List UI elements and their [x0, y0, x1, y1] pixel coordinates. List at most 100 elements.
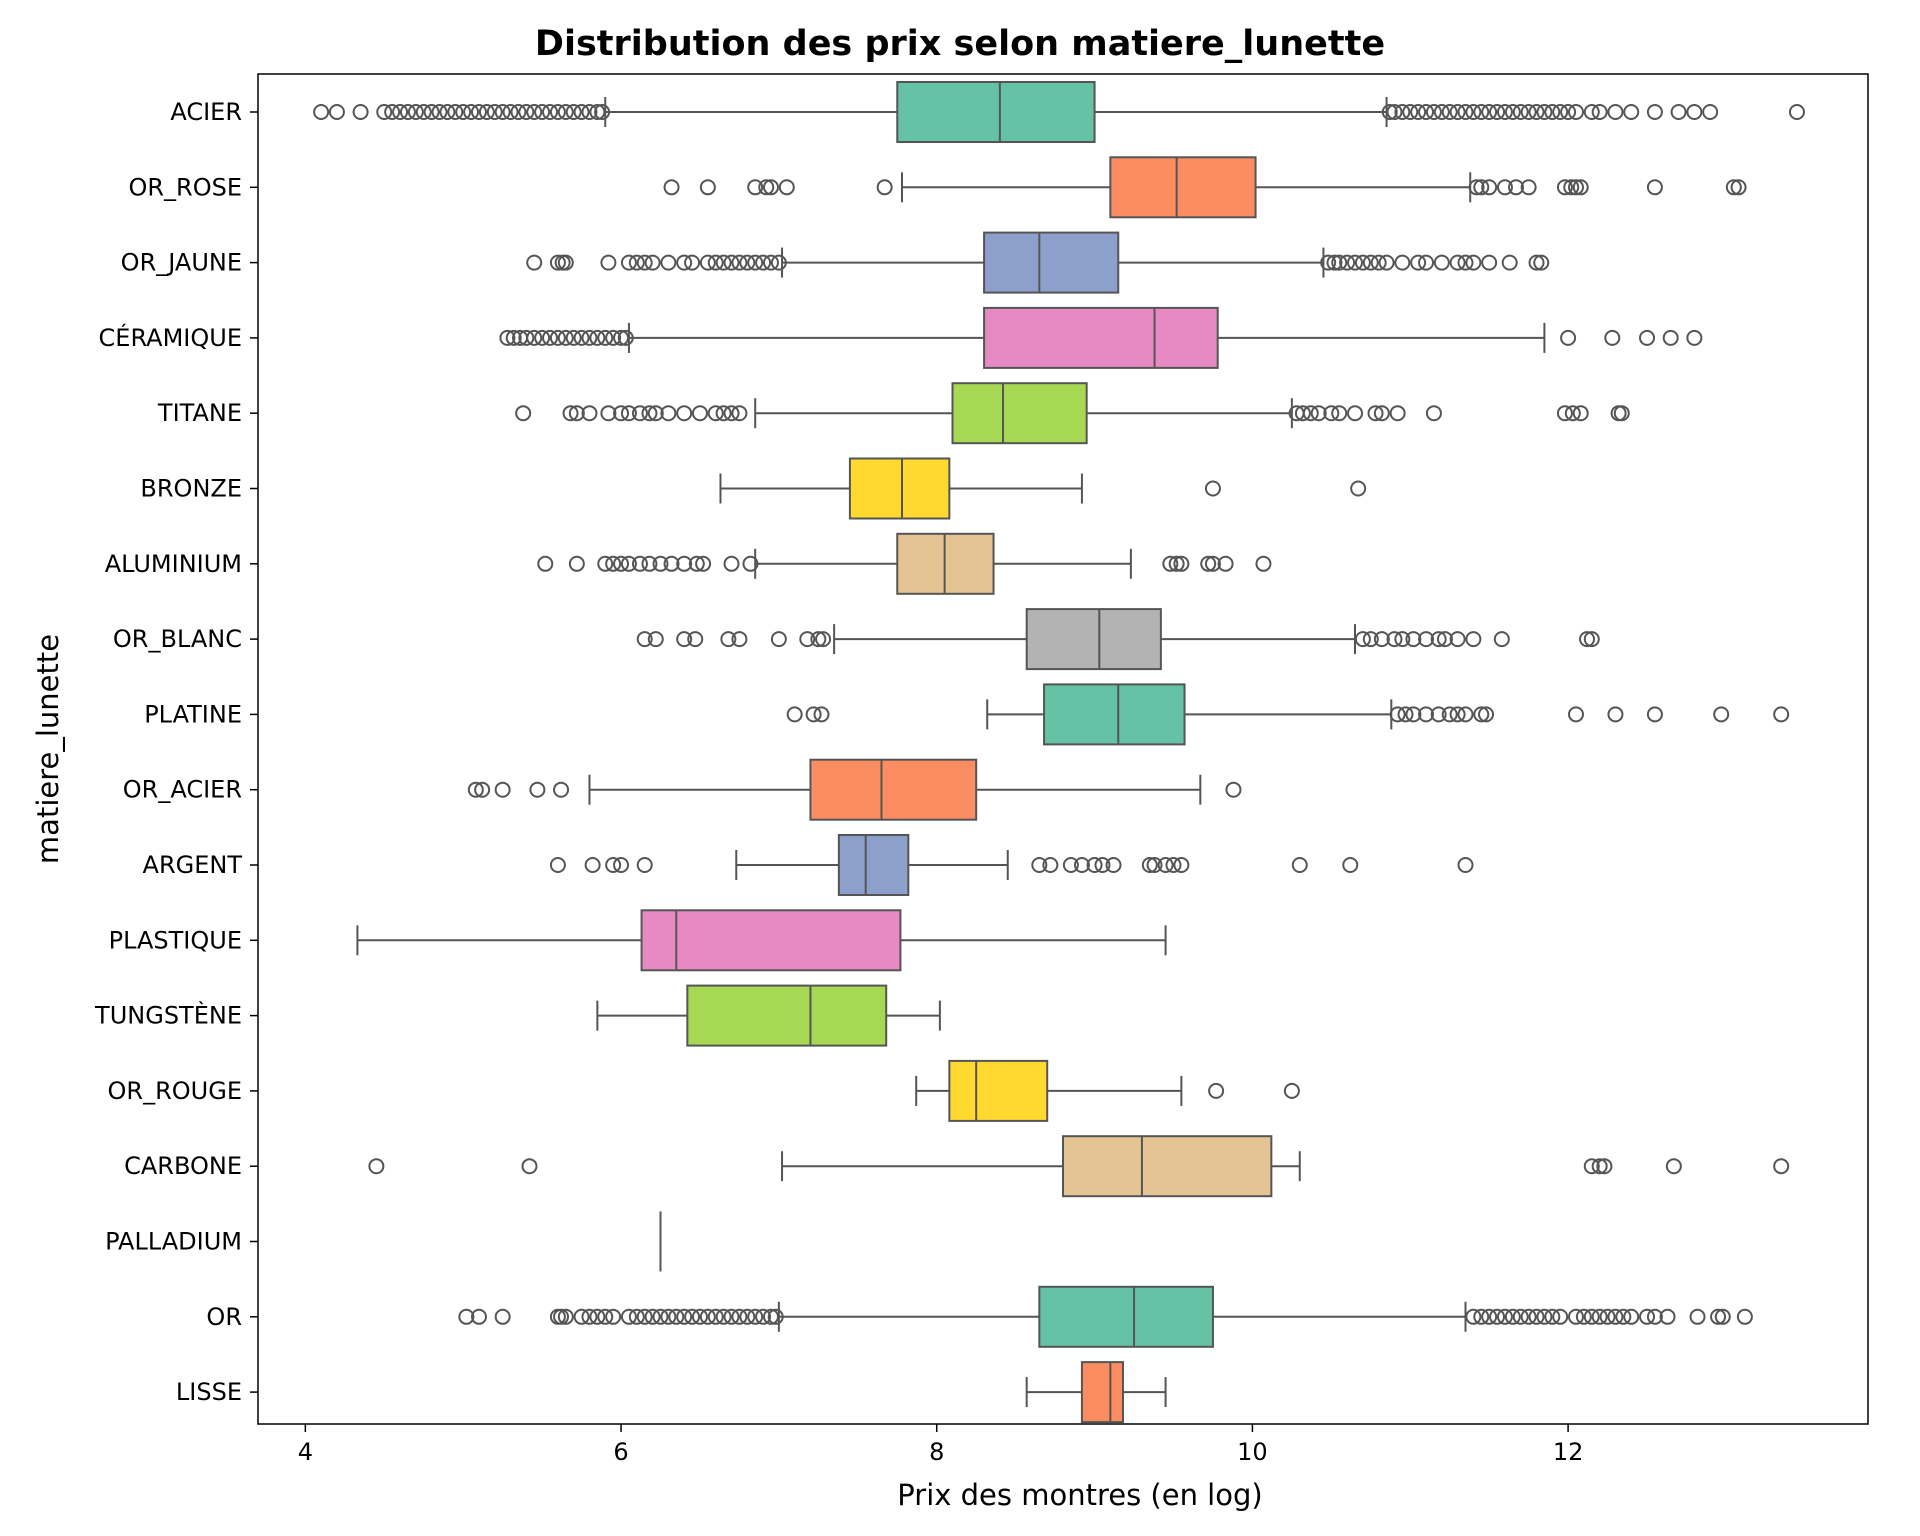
outlier-point-titane — [1302, 405, 1319, 422]
outlier-point-platine — [1607, 706, 1624, 723]
outlier-point-or — [715, 1308, 732, 1325]
outlier-point-acier — [399, 104, 416, 120]
outlier-point-or-rose — [663, 179, 680, 196]
outlier-point-acier — [1473, 104, 1490, 120]
outlier-point-acier — [1670, 104, 1687, 120]
outlier-point-titane — [1389, 405, 1406, 422]
outlier-point-or — [1714, 1308, 1731, 1325]
outlier-point-acier — [1591, 104, 1608, 120]
outlier-point-or-jaune — [636, 254, 653, 271]
outlier-point-platine — [1405, 706, 1422, 723]
box-platine — [1043, 683, 1186, 746]
outlier-point-acier — [1496, 104, 1513, 120]
outlier-point-acier — [1504, 104, 1521, 120]
outlier-point-acier — [447, 104, 464, 120]
outlier-point-or-rose — [699, 179, 716, 196]
outlier-point-bronze — [1350, 480, 1367, 497]
outlier-point-acier — [1465, 104, 1482, 120]
outlier-point-or-jaune — [1433, 254, 1450, 271]
outlier-point-titane — [731, 405, 748, 422]
outlier-point-argent — [605, 857, 622, 873]
y-tick-label-palladium: PALLADIUM — [105, 1228, 242, 1256]
outlier-point-or-jaune — [1410, 254, 1427, 271]
outlier-point-or-rose — [758, 179, 775, 196]
box-or-rouge — [948, 1059, 1049, 1122]
outlier-point-or-blanc — [1405, 631, 1422, 648]
outlier-point-or-blanc — [1362, 631, 1379, 648]
x-tick-label: 4 — [298, 1438, 313, 1466]
outlier-point-aluminium — [1255, 555, 1272, 572]
y-tick-label-bronze: BRONZE — [140, 475, 242, 503]
outlier-point-or — [707, 1308, 724, 1325]
outlier-point-aluminium — [1162, 555, 1179, 572]
outlier-point-titane — [1613, 405, 1630, 422]
outlier-point-or — [1736, 1308, 1753, 1325]
outlier-point-or-blanc — [1430, 631, 1447, 648]
y-axis-label: matiere_lunette — [31, 634, 65, 864]
outlier-point-or — [1473, 1308, 1490, 1325]
outlier-point-aluminium — [1217, 555, 1234, 572]
outlier-point-or-blanc — [636, 631, 653, 648]
outlier-point-acier — [439, 104, 456, 120]
outlier-point-or-blanc — [810, 631, 827, 648]
outlier-point-titane — [581, 405, 598, 422]
outlier-point-acier — [431, 104, 448, 120]
outlier-point-acier — [1607, 104, 1624, 120]
outlier-point-or — [660, 1308, 677, 1325]
outlier-point-carbone — [1665, 1158, 1682, 1175]
outlier-point-c-ramique — [605, 329, 622, 346]
outlier-point-platine — [1397, 706, 1414, 723]
box-lisse — [1080, 1361, 1124, 1424]
outlier-point-or-jaune — [1528, 254, 1545, 271]
outlier-point-platine — [1457, 706, 1474, 723]
outlier-point-argent — [1073, 857, 1090, 873]
outlier-point-or-jaune — [1481, 254, 1498, 271]
outlier-point-aluminium — [568, 555, 585, 572]
y-tick-label-lisse: LISSE — [176, 1378, 242, 1406]
outlier-point-or-acier — [467, 781, 484, 798]
outlier-point-or-rose — [1730, 179, 1747, 196]
outlier-point-or-acier — [494, 781, 511, 798]
outlier-point-or-acier — [529, 781, 546, 798]
outlier-point-or — [684, 1308, 701, 1325]
y-tick-label-argent: ARGENT — [143, 851, 243, 879]
outlier-point-or-jaune — [600, 254, 617, 271]
outlier-point-or-blanc — [1465, 631, 1482, 648]
outlier-point-or — [1689, 1308, 1706, 1325]
outlier-point-acier — [510, 104, 527, 120]
outlier-point-c-ramique — [526, 329, 543, 346]
outlier-point-titane — [631, 405, 648, 422]
y-tick-label-c-ramique: CÉRAMIQUE — [99, 323, 242, 352]
outlier-point-or-jaune — [1347, 254, 1364, 271]
outlier-point-or-rose — [1646, 179, 1663, 196]
outlier-point-titane — [1373, 405, 1390, 422]
outlier-point-c-ramique — [1560, 329, 1577, 346]
outlier-point-or — [1536, 1308, 1553, 1325]
outlier-point-or-jaune — [739, 254, 756, 271]
outlier-point-aluminium — [676, 555, 693, 572]
outlier-point-or-acier — [553, 781, 570, 798]
outlier-point-or-blanc — [647, 631, 664, 648]
x-tick-label: 6 — [613, 1438, 628, 1466]
outlier-point-or-acier — [474, 781, 491, 798]
outlier-point-or — [1583, 1308, 1600, 1325]
outlier-point-acier — [1489, 104, 1506, 120]
y-tick-label-aluminium: ALUMINIUM — [105, 550, 242, 578]
outlier-point-c-ramique — [499, 329, 516, 346]
outlier-point-argent — [1342, 857, 1359, 873]
outlier-point-c-ramique — [617, 329, 634, 346]
box-or-rose — [1109, 156, 1257, 219]
outlier-point-or-jaune — [1362, 254, 1379, 271]
box-acier — [896, 81, 1096, 143]
outlier-point-or-blanc — [676, 631, 693, 648]
outlier-point-or-jaune — [1331, 254, 1348, 271]
outlier-point-or — [652, 1308, 669, 1325]
box-or-acier — [809, 758, 978, 821]
outlier-point-or — [1489, 1308, 1506, 1325]
outlier-point-or-jaune — [676, 254, 693, 271]
outlier-point-or-jaune — [684, 254, 701, 271]
outlier-point-c-ramique — [581, 329, 598, 346]
outlier-point-acier — [1788, 104, 1805, 120]
outlier-point-acier — [1623, 104, 1640, 120]
